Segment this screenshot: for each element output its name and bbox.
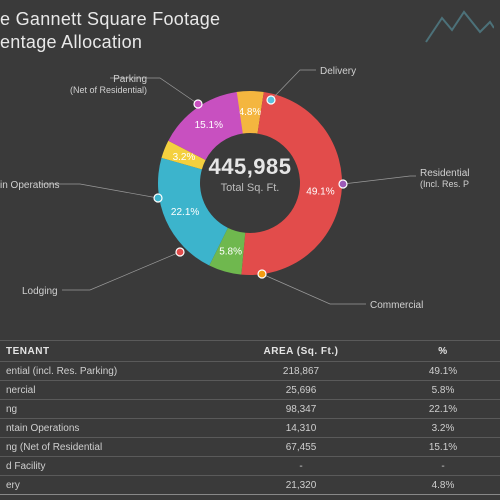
table-row: ng98,34722.1% xyxy=(0,399,500,418)
slice-pct: 22.1% xyxy=(171,207,199,218)
slice-label: Residential(Incl. Res. P xyxy=(420,168,469,190)
cell: - xyxy=(386,461,500,472)
cell: ery xyxy=(0,480,216,491)
data-table: TENANT AREA (Sq. Ft.) % ential (incl. Re… xyxy=(0,340,500,500)
center-sub: Total Sq. Ft. xyxy=(155,182,345,194)
cell: 14,310 xyxy=(216,423,386,434)
th-area: AREA (Sq. Ft.) xyxy=(216,346,386,357)
cell: 49.1% xyxy=(386,366,500,377)
table-body: ential (incl. Res. Parking)218,86749.1%n… xyxy=(0,361,500,494)
cell: ential (incl. Res. Parking) xyxy=(0,366,216,377)
table-header: TENANT AREA (Sq. Ft.) % xyxy=(0,340,500,361)
donut-chart: 4.8%49.1%5.8%22.1%3.2%15.1% 445,985 Tota… xyxy=(0,56,500,316)
cell: 4.8% xyxy=(386,480,500,491)
cell: 5.8% xyxy=(386,385,500,396)
infographic-root: { "title_line1": "e Gannett Square Foota… xyxy=(0,0,500,500)
cell: 15.1% xyxy=(386,442,500,453)
center-value: 445,985 xyxy=(155,154,345,180)
cell: 25,696 xyxy=(216,385,386,396)
cell: 21,320 xyxy=(216,480,386,491)
table-row: ntain Operations14,3103.2% xyxy=(0,418,500,437)
cell: ng (Net of Residential xyxy=(0,442,216,453)
slice-label: in Operations xyxy=(0,180,59,191)
table-row: ential (incl. Res. Parking)218,86749.1% xyxy=(0,361,500,380)
th-tenant: TENANT xyxy=(0,346,216,357)
slice-label: Lodging xyxy=(22,286,58,297)
table-row: ery21,3204.8% xyxy=(0,475,500,494)
leader-line xyxy=(343,176,416,184)
cell: 67,455 xyxy=(216,442,386,453)
leader-line xyxy=(262,274,366,304)
cell: 22.1% xyxy=(386,404,500,415)
slice-pct: 15.1% xyxy=(195,120,223,131)
slice-label: Commercial xyxy=(370,300,423,311)
table-total-row: TOTAL 445,985 100% xyxy=(0,494,500,500)
cell: nercial xyxy=(0,385,216,396)
page-title: e Gannett Square Footage entage Allocati… xyxy=(0,8,220,53)
table-row: nercial25,6965.8% xyxy=(0,380,500,399)
cell: ng xyxy=(0,404,216,415)
slice-label: Delivery xyxy=(320,66,356,77)
slice-pct: 4.8% xyxy=(239,107,262,118)
slice-pct: 5.8% xyxy=(219,246,242,257)
mountain-logo-icon xyxy=(424,6,494,46)
table-row: d Facility-- xyxy=(0,456,500,475)
donut-center: 445,985 Total Sq. Ft. xyxy=(155,154,345,194)
cell: 218,867 xyxy=(216,366,386,377)
cell: 3.2% xyxy=(386,423,500,434)
table-row: ng (Net of Residential67,45515.1% xyxy=(0,437,500,456)
title-line-2: entage Allocation xyxy=(0,31,220,54)
cell: ntain Operations xyxy=(0,423,216,434)
title-line-1: e Gannett Square Footage xyxy=(0,8,220,31)
cell: - xyxy=(216,461,386,472)
cell: 98,347 xyxy=(216,404,386,415)
slice-label: Parking(Net of Residential) xyxy=(70,74,147,96)
cell: d Facility xyxy=(0,461,216,472)
th-pct: % xyxy=(386,346,500,357)
